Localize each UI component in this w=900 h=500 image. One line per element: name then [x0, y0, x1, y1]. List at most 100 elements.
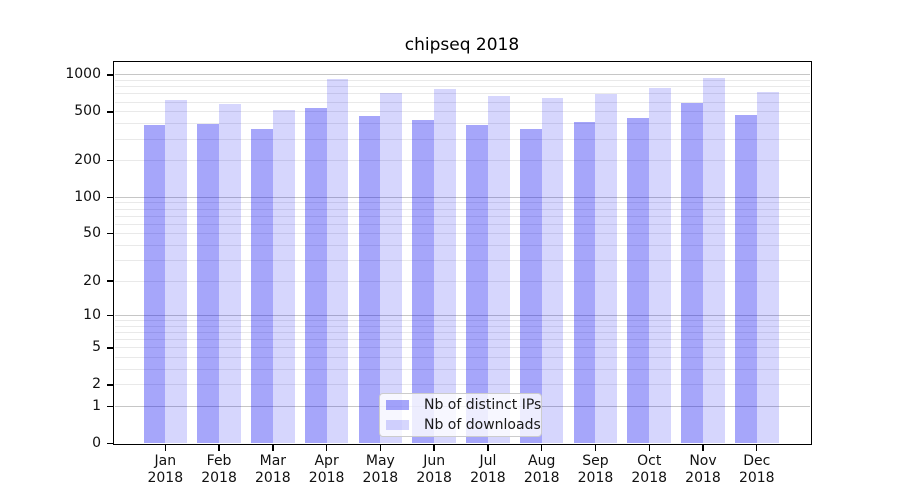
- gridline-major: [114, 74, 810, 76]
- x-tick-label-month: Aug: [528, 452, 556, 469]
- x-tick: [379, 445, 382, 451]
- x-tick-label-year: 2018: [685, 469, 721, 486]
- bar-downloads: [649, 88, 672, 444]
- y-tick: [106, 314, 113, 317]
- bar-distinct-ips: [143, 125, 166, 444]
- gridline-minor: [114, 280, 810, 282]
- gridline-minor: [114, 320, 810, 322]
- y-tick: [106, 111, 113, 113]
- gridline-minor: [114, 138, 810, 140]
- gridline-minor: [114, 233, 810, 235]
- x-tick: [540, 445, 543, 451]
- bar-distinct-ips: [304, 107, 327, 444]
- legend: Nb of distinct IPs Nb of downloads: [379, 393, 542, 437]
- gridline-major: [114, 196, 810, 198]
- x-tick-label: Oct 2018: [622, 453, 676, 487]
- gridline-minor: [114, 93, 810, 95]
- x-tick-label-year: 2018: [416, 469, 452, 486]
- x-tick-label-month: Mar: [259, 452, 287, 469]
- bar-downloads: [595, 94, 618, 444]
- x-tick-label-year: 2018: [470, 469, 506, 486]
- gridline-minor: [114, 80, 810, 82]
- gridline-minor: [114, 208, 810, 210]
- y-tick: [106, 442, 113, 445]
- bar-distinct-ips: [573, 121, 596, 444]
- x-tick-label: Mar 2018: [246, 453, 300, 487]
- x-tick-label-year: 2018: [147, 469, 184, 486]
- bar-downloads: [434, 89, 456, 444]
- y-tick-label: 5: [92, 339, 101, 356]
- y-tick: [106, 74, 113, 76]
- y-tick-label: 100: [74, 188, 101, 205]
- x-tick-label-month: May: [365, 452, 395, 469]
- bar-downloads: [487, 95, 510, 444]
- gridline-minor: [114, 111, 810, 113]
- x-tick: [487, 445, 489, 451]
- x-tick-label: Aug 2018: [515, 453, 569, 487]
- gridline-minor: [114, 123, 810, 125]
- x-tick: [218, 445, 220, 451]
- bar-distinct-ips: [519, 129, 542, 444]
- x-tick-label: Jul 2018: [461, 453, 515, 487]
- x-tick-label: Jun 2018: [407, 453, 461, 487]
- x-tick-label-month: Jul: [479, 452, 497, 469]
- x-tick-label: Feb 2018: [192, 453, 246, 487]
- gridline-minor: [114, 160, 810, 162]
- y-tick-label: 50: [83, 225, 101, 242]
- x-tick-label: Nov 2018: [676, 453, 730, 487]
- x-tick-label-month: Jan: [154, 452, 177, 469]
- x-tick-label: Sep 2018: [568, 453, 622, 487]
- gridline-minor: [114, 86, 810, 88]
- x-tick-label-year: 2018: [523, 469, 560, 486]
- bar-distinct-ips: [197, 124, 220, 444]
- x-tick-label: Apr 2018: [300, 453, 354, 487]
- bar-downloads: [541, 98, 564, 444]
- x-tick: [433, 445, 435, 451]
- x-tick-label-month: Jun: [423, 452, 446, 469]
- gridline-minor: [114, 101, 810, 103]
- x-tick-label-month: Dec: [743, 452, 771, 469]
- bar-distinct-ips: [251, 129, 273, 444]
- legend-label-distinct-ips: Nb of distinct IPs: [424, 397, 542, 413]
- gridline-minor: [114, 215, 810, 217]
- gridline-minor: [114, 223, 810, 225]
- bar-downloads: [165, 100, 188, 444]
- y-tick-label: 1000: [65, 66, 101, 83]
- y-tick-label: 200: [74, 152, 101, 169]
- gridline-minor: [114, 369, 810, 371]
- x-tick-label-year: 2018: [577, 469, 614, 486]
- gridline-minor: [114, 259, 810, 261]
- bar-distinct-ips: [681, 102, 703, 444]
- y-tick: [106, 405, 113, 408]
- x-tick-label: Dec 2018: [730, 453, 784, 487]
- legend-item-distinct-ips: Nb of distinct IPs: [386, 396, 541, 414]
- gridline-minor: [114, 325, 810, 327]
- y-tick: [106, 384, 113, 386]
- x-tick: [164, 445, 166, 451]
- x-tick: [272, 445, 274, 451]
- x-tick: [325, 445, 328, 451]
- x-tick-label-year: 2018: [308, 469, 345, 486]
- bar-distinct-ips: [412, 119, 435, 444]
- y-tick: [106, 347, 113, 349]
- bar-distinct-ips: [466, 125, 488, 444]
- bar-downloads: [380, 93, 403, 444]
- y-tick: [106, 280, 113, 282]
- y-tick-label: 0: [92, 435, 101, 451]
- x-tick-label-month: Oct: [637, 452, 662, 469]
- bar-downloads: [326, 78, 349, 444]
- bar-downloads: [219, 104, 241, 444]
- gridline-minor: [114, 384, 810, 386]
- gridline-minor: [114, 244, 810, 246]
- x-tick-label: May 2018: [353, 453, 407, 487]
- x-tick: [702, 445, 704, 451]
- y-tick: [106, 233, 113, 235]
- gridline-minor: [114, 332, 810, 334]
- legend-label-downloads: Nb of downloads: [424, 417, 541, 433]
- y-tick: [106, 159, 113, 162]
- x-tick-label-month: Sep: [582, 452, 609, 469]
- x-tick-label: Jan 2018: [138, 453, 192, 487]
- x-tick-label-year: 2018: [631, 469, 668, 486]
- gridline-minor: [114, 357, 810, 359]
- gridline-major: [114, 315, 810, 317]
